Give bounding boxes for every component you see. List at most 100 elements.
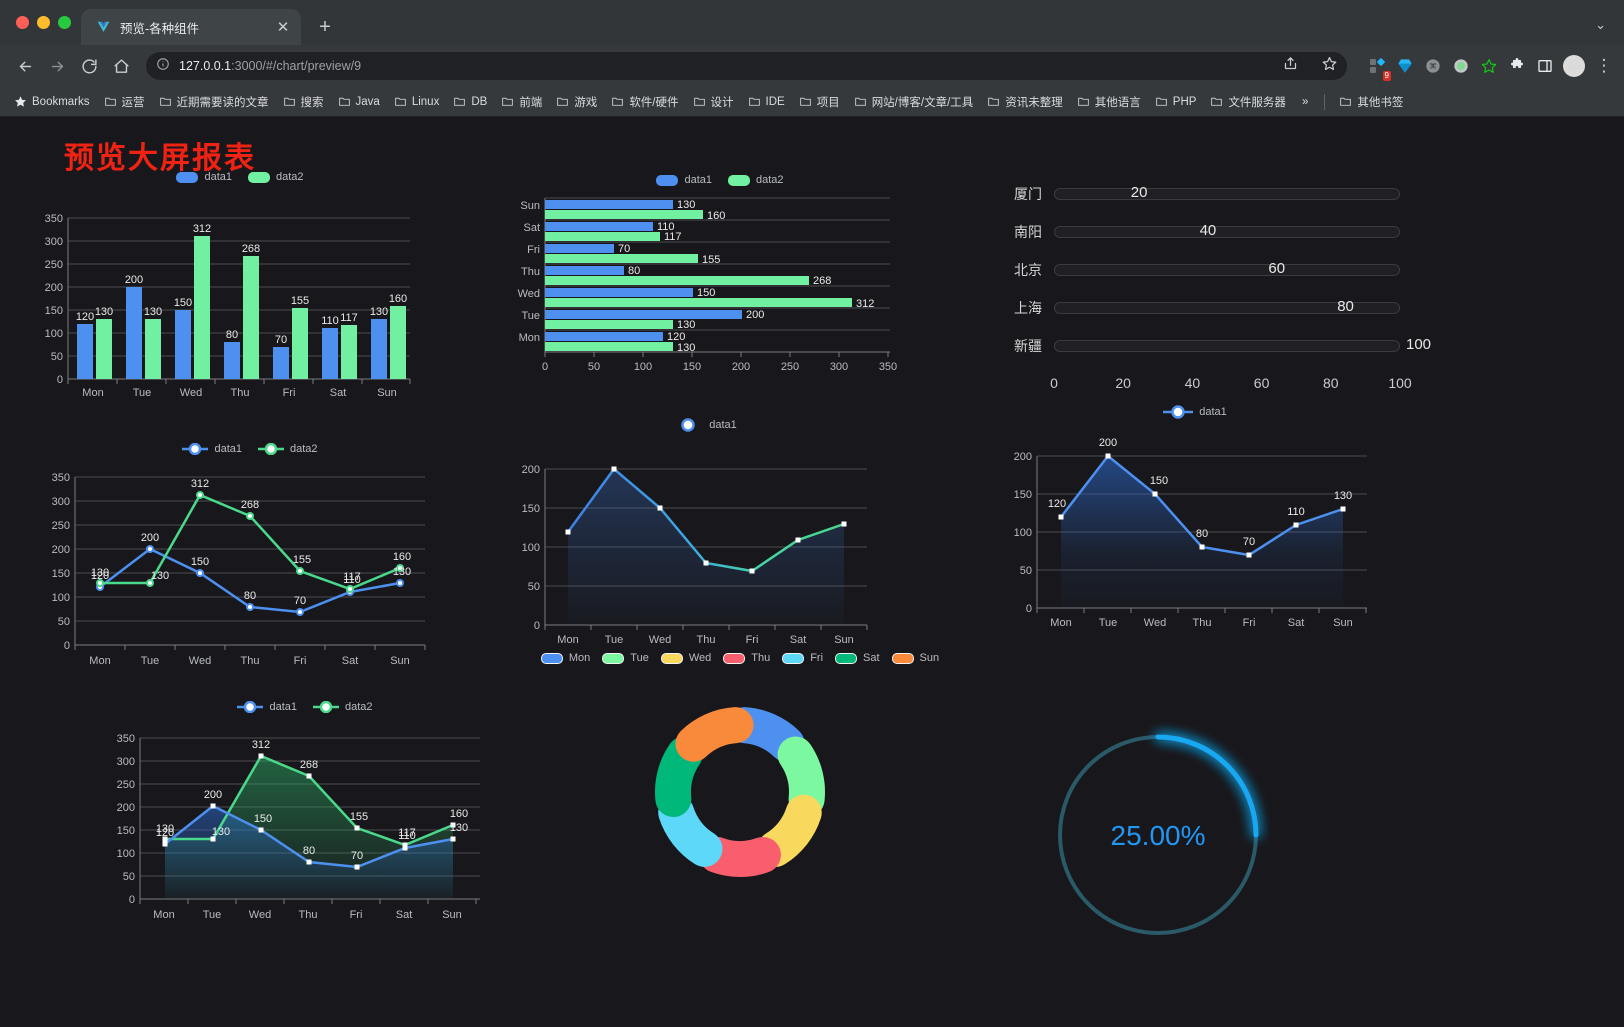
legend-item[interactable]: data1 — [176, 171, 232, 183]
legend-item[interactable]: Tue — [602, 652, 649, 664]
info-icon[interactable] — [156, 57, 170, 76]
legend-item[interactable]: data1 — [1163, 405, 1227, 419]
back-button[interactable] — [10, 51, 40, 81]
green-circle-icon[interactable] — [1451, 57, 1470, 76]
progress-row[interactable]: 上海 80 — [1000, 289, 1400, 327]
bookmark-folder[interactable]: Linux — [388, 92, 446, 111]
share-icon[interactable] — [1283, 56, 1298, 76]
close-tab-button[interactable]: ✕ — [276, 19, 290, 36]
progress-track[interactable]: 20 — [1054, 184, 1400, 201]
svg-text:117: 117 — [340, 312, 358, 324]
svg-text:200: 200 — [117, 802, 135, 814]
legend-item[interactable]: data2 — [248, 171, 304, 183]
bookmark-folder[interactable]: 运营 — [98, 91, 151, 113]
progress-row[interactable]: 北京 60 — [1000, 251, 1400, 289]
legend-item[interactable]: Thu — [723, 652, 770, 664]
forward-button[interactable] — [42, 51, 72, 81]
browser-tab[interactable]: 预览-各种组件 ✕ — [81, 9, 301, 45]
progress-track[interactable]: 60 — [1054, 260, 1400, 277]
chart-area-dual[interactable]: data1 data2 — [85, 695, 525, 975]
close-window-button[interactable] — [16, 16, 29, 29]
bookmark-folder[interactable]: DB — [447, 92, 493, 111]
bookmark-folder[interactable]: 软件/硬件 — [605, 91, 684, 113]
bookmark-folder[interactable]: IDE — [742, 92, 791, 111]
svg-text:Mon: Mon — [89, 655, 110, 667]
svg-text:50: 50 — [1020, 565, 1032, 577]
series-points-data2 — [162, 753, 456, 848]
chart-progress-bars[interactable]: 厦门 20 南阳 40 北京 60 — [1000, 175, 1431, 395]
extensions-grid-icon[interactable]: 9 — [1367, 57, 1391, 81]
legend-item[interactable]: Sun — [891, 652, 939, 664]
progress-row[interactable]: 南阳 40 — [1000, 213, 1400, 251]
chart-line-gradient[interactable]: data1 20 — [495, 412, 915, 662]
home-button[interactable] — [106, 51, 136, 81]
bookmark-folder[interactable]: 游戏 — [550, 91, 603, 113]
folder-icon — [338, 95, 351, 108]
minimize-window-button[interactable] — [37, 16, 50, 29]
progress-track[interactable]: 100 — [1054, 336, 1431, 353]
svg-text:110: 110 — [398, 830, 416, 842]
bookmark-folder[interactable]: 文件服务器 — [1204, 91, 1292, 113]
bookmark-folder[interactable]: Java — [332, 92, 386, 111]
chart-line-dual[interactable]: data1 data2 350 300 250 200 150 100 50 0 — [30, 437, 470, 707]
legend-item[interactable]: data1 — [656, 174, 712, 186]
bookmark-folder[interactable]: 搜索 — [277, 91, 330, 113]
chart-area-single[interactable]: data1 200 150 100 50 0 — [985, 399, 1405, 649]
new-tab-button[interactable]: + — [319, 15, 331, 38]
chart-donut[interactable]: Mon Tue Wed Thu Fri Sat Sun — [520, 652, 960, 952]
progress-row[interactable]: 厦门 20 — [1000, 175, 1400, 213]
legend-item[interactable]: Mon — [540, 652, 590, 664]
svg-text:130: 130 — [677, 342, 695, 354]
legend-item[interactable]: Fri — [782, 652, 823, 664]
bookmark-folder[interactable]: 设计 — [687, 91, 740, 113]
puzzle-icon[interactable] — [1507, 57, 1526, 76]
bookmark-folder[interactable]: 其他语言 — [1071, 91, 1147, 113]
diamond-icon[interactable] — [1395, 57, 1414, 76]
bookmark-folder[interactable]: 网站/博客/文章/工具 — [848, 91, 980, 113]
y-axis-labels: 200 150 100 50 0 — [522, 464, 540, 632]
maximize-window-button[interactable] — [58, 16, 71, 29]
chart-bar-horizontal[interactable]: data1 data2 — [500, 167, 940, 417]
progress-track[interactable]: 40 — [1054, 222, 1400, 239]
sidepanel-icon[interactable] — [1535, 57, 1554, 76]
legend-item[interactable]: Sat — [835, 652, 880, 664]
chevron-down-icon[interactable]: ⌄ — [1595, 17, 1606, 32]
bookmark-folder[interactable]: 项目 — [793, 91, 846, 113]
reload-button[interactable] — [74, 51, 104, 81]
bookmark-folder[interactable]: PHP — [1149, 92, 1203, 111]
svg-text:Mon: Mon — [519, 332, 540, 344]
series-area-data1 — [165, 806, 453, 899]
legend-item[interactable]: data1 — [237, 701, 297, 713]
bookmark-folder[interactable]: 前端 — [495, 91, 548, 113]
browser-menu-button[interactable]: ⋮ — [1595, 56, 1613, 75]
progress-track[interactable]: 80 — [1054, 298, 1400, 315]
chart-bar-vertical[interactable]: data1 data2 350 300 250 200 — [20, 167, 460, 417]
legend-item[interactable]: data2 — [258, 443, 318, 455]
green-star-icon[interactable] — [1479, 57, 1498, 76]
svg-text:268: 268 — [813, 275, 831, 287]
bookmark-folder[interactable]: 资讯未整理 — [981, 91, 1069, 113]
legend-item[interactable]: data1 — [673, 418, 737, 432]
hbars-data1 — [545, 200, 742, 341]
folder-icon — [104, 95, 117, 108]
chart-gauge[interactable]: 25.00% — [1030, 707, 1300, 977]
progress-label: 上海 — [1014, 300, 1042, 316]
avatar[interactable]: 😀 — [1563, 55, 1585, 77]
progress-row[interactable]: 新疆 100 — [1000, 327, 1431, 365]
legend-item[interactable]: data1 — [182, 443, 242, 455]
bookmark-folder[interactable]: 近期需要读的文章 — [153, 91, 275, 113]
bookmarks-root[interactable]: Bookmarks — [8, 92, 96, 111]
svg-text:0: 0 — [534, 620, 540, 632]
address-bar[interactable]: 127.0.0.1:3000/#/chart/preview/9 — [146, 52, 1347, 80]
bookmarks-overflow-button[interactable]: » — [1301, 95, 1309, 108]
command-circle-icon[interactable]: ⌘ — [1423, 57, 1442, 76]
star-icon[interactable] — [1322, 56, 1337, 76]
legend-item[interactable]: Wed — [660, 652, 711, 664]
other-bookmarks-folder[interactable]: 其他书签 — [1333, 91, 1409, 113]
legend-item[interactable]: data2 — [728, 174, 784, 186]
legend-item[interactable]: data2 — [313, 701, 373, 713]
svg-text:70: 70 — [351, 850, 363, 862]
legend-label: data1 — [1199, 406, 1227, 418]
